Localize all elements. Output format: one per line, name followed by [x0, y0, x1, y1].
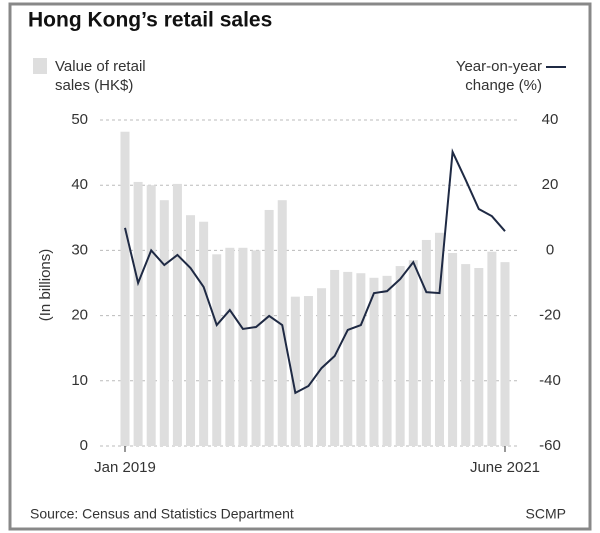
x-tick-label: June 2021: [470, 459, 540, 476]
credit: SCMP: [526, 506, 566, 522]
bar: [199, 221, 209, 446]
bar: [146, 185, 156, 446]
bar: [133, 181, 143, 446]
bar: [500, 262, 510, 446]
bar: [225, 247, 235, 446]
bar: [330, 269, 340, 446]
frame: [8, 2, 592, 531]
chart-title: Hong Kong’s retail sales: [28, 9, 272, 32]
bar: [356, 273, 366, 446]
y2-tick-label: 20: [542, 176, 559, 193]
bar: [369, 277, 379, 446]
y2-tick-label: -40: [539, 372, 561, 389]
bar: [343, 271, 353, 446]
x-tick-label: Jan 2019: [94, 459, 156, 476]
y-tick-label: 40: [71, 176, 88, 193]
y-tick-label: 20: [71, 307, 88, 324]
bar: [277, 200, 287, 446]
y2-tick-label: 0: [546, 241, 554, 258]
y-axis-label: (In billions): [37, 249, 54, 322]
bar: [434, 232, 444, 446]
y-tick-label: 0: [80, 437, 88, 454]
bar: [303, 296, 313, 446]
y-tick-label: 30: [71, 241, 88, 258]
bar: [487, 251, 497, 446]
bar: [212, 254, 222, 446]
bar: [186, 215, 196, 446]
bar: [461, 264, 471, 446]
bar: [264, 209, 274, 446]
legend-bar-label: Value of retail sales (HK$): [55, 58, 146, 94]
bar: [251, 250, 261, 446]
y2-tick-label: -60: [539, 437, 561, 454]
y-tick-label: 10: [71, 372, 88, 389]
bar: [159, 200, 169, 446]
line: [124, 148, 506, 395]
legend-swatch: [33, 58, 47, 74]
bar: [474, 268, 484, 446]
y2-tick-label: -20: [539, 307, 561, 324]
legend-line-label: Year-on-year change (%): [455, 58, 542, 94]
bar: [120, 131, 130, 446]
bar: [408, 260, 418, 446]
bar: [172, 183, 182, 446]
y2-tick-label: 40: [542, 111, 559, 128]
bar: [395, 266, 405, 446]
bar: [290, 296, 300, 446]
source: Source: Census and Statistics Department: [30, 506, 294, 522]
y-tick-label: 50: [71, 111, 88, 128]
bar: [238, 247, 248, 446]
bar: [421, 239, 431, 446]
bar: [448, 253, 458, 446]
bar: [382, 275, 392, 446]
